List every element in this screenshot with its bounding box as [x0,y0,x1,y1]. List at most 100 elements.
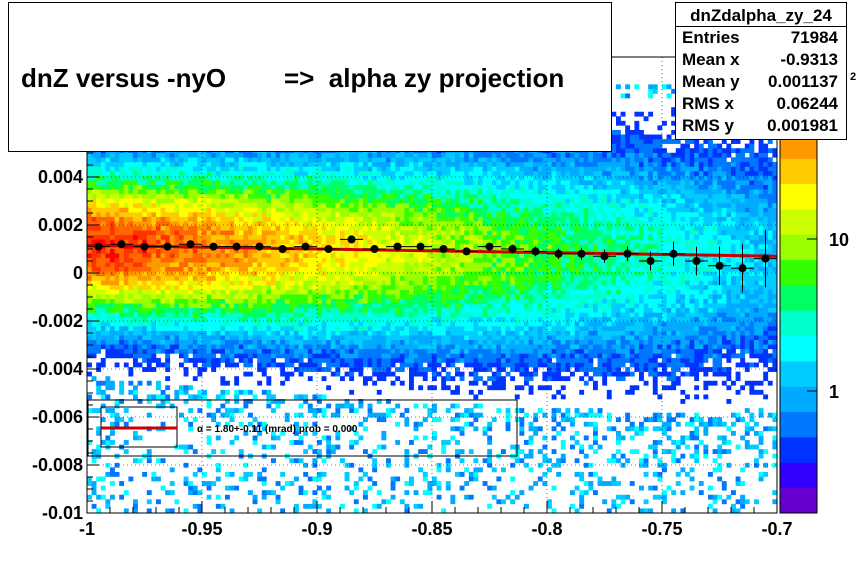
heat-cell [183,399,189,404]
heat-cell [358,202,364,208]
heat-cell [317,248,322,254]
heat-cell [146,508,152,514]
heat-cell [165,266,171,272]
heat-cell [436,371,442,377]
heat-cell [105,216,111,222]
heat-cell [119,230,125,236]
heat-cell [225,294,230,299]
heat-cell [174,248,180,254]
heat-cell [349,271,355,277]
heat-cell [206,262,212,268]
heat-cell [206,166,212,172]
heat-cell [160,253,166,258]
heat-cell [156,285,161,290]
heat-cell [105,152,111,158]
heat-cell [427,184,433,190]
heat-cell [151,303,157,309]
heat-cell [413,362,419,368]
heat-cell [234,316,240,322]
heat-cell [192,202,198,208]
heat-cell [105,316,111,322]
heat-cell [422,221,428,227]
heat-cell [312,175,318,181]
heat-cell [248,216,253,222]
heat-cell [151,221,157,227]
heat-cell [114,321,120,327]
heat-cell [399,330,405,336]
heat-cell [395,339,401,345]
heat-cell [123,303,129,309]
heat-cell [317,180,322,185]
heat-cell [257,303,263,309]
heat-cell [87,161,92,167]
heat-cell [390,275,396,281]
heat-cell [123,207,129,213]
heat-cell [432,180,437,185]
heat-cell [321,266,327,272]
heat-cell [206,198,212,204]
heat-cell [119,417,125,423]
heat-cell [137,330,143,336]
heat-cell [183,271,189,277]
heat-cell [399,234,405,240]
heat-cell [128,216,134,222]
heat-cell [376,257,382,263]
heat-cell [418,175,424,181]
heat-cell [358,289,364,295]
heat-cell [105,298,111,304]
heat-cell [413,180,419,185]
heat-cell [174,307,180,313]
heat-cell [174,326,180,331]
heat-cell [445,321,451,327]
heat-cell [188,257,194,263]
heat-cell [275,285,281,290]
heat-cell [307,408,313,413]
heat-cell [142,367,148,372]
heat-cell [197,239,203,245]
heat-cell [418,289,424,295]
heat-cell [459,376,465,382]
heat-cell [395,221,401,227]
heat-cell [340,234,345,240]
heat-cell [123,362,129,368]
heat-cell [321,335,327,341]
heat-cell [280,335,286,341]
heat-cell [363,253,368,258]
heat-cell [372,230,378,236]
heat-cell [404,326,410,331]
heat-cell [266,316,272,322]
heat-cell [399,412,405,418]
heat-cell [404,184,410,190]
heat-cell [261,180,267,185]
heat-cell [110,239,115,245]
heat-cell [100,380,106,386]
heat-cell [312,202,318,208]
heat-cell [298,202,304,208]
heat-cell [96,253,102,258]
heat-cell [455,335,460,341]
heat-cell [335,357,341,363]
heat-cell [165,202,171,208]
heat-cell [436,285,442,290]
heat-cell [372,180,378,185]
heat-cell [229,230,235,236]
heat-cell [294,152,299,158]
heat-cell [335,294,341,299]
heat-cell [358,330,364,336]
heat-cell [455,440,460,445]
heat-cell [156,161,161,167]
heat-cell [340,312,345,318]
heat-cell [128,262,134,268]
heat-cell [110,166,115,172]
heat-cell [317,285,322,290]
heat-cell [160,193,166,199]
heat-cell [284,266,290,272]
heat-cell [409,440,414,445]
heat-cell [349,330,355,336]
heat-cell [243,166,249,172]
heat-cell [422,234,428,240]
heat-cell [188,298,194,304]
heat-cell [119,385,125,391]
heat-cell [211,198,217,204]
heat-cell [197,312,203,318]
